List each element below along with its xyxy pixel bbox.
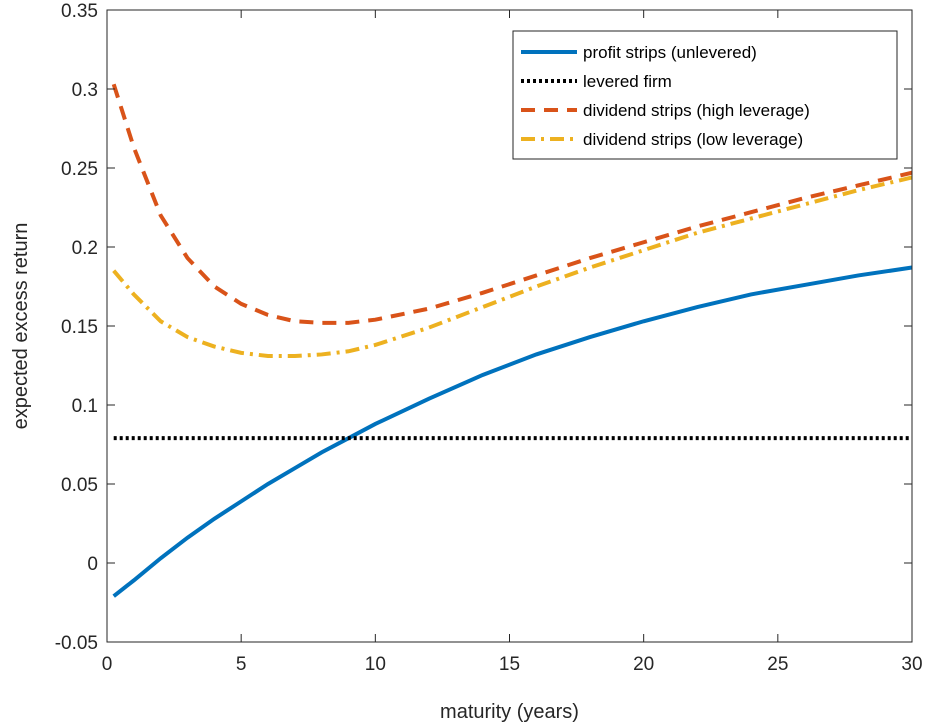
axis-ticks bbox=[106, 9, 913, 643]
x-tick-label: 25 bbox=[767, 654, 788, 675]
y-tick-label: 0.2 bbox=[72, 238, 98, 259]
series-line-1 bbox=[112, 265, 913, 598]
y-tick-label: 0 bbox=[87, 554, 98, 575]
y-tick-label: 0.15 bbox=[61, 317, 98, 338]
y-tick-label: 0.1 bbox=[72, 396, 98, 417]
y-tick-label: 0.3 bbox=[72, 80, 98, 101]
y-axis-label: expected excess return bbox=[10, 223, 32, 430]
y-tick-label: 0.05 bbox=[61, 475, 98, 496]
legend-label: dividend strips (low leverage) bbox=[583, 130, 803, 149]
legend-label: dividend strips (high leverage) bbox=[583, 101, 810, 120]
legend: profit strips (unlevered) levered firm div… bbox=[512, 30, 898, 160]
series-line-3 bbox=[111, 83, 913, 325]
y-tick-label: 0.35 bbox=[61, 1, 98, 22]
y-tick-label: 0.25 bbox=[61, 159, 98, 180]
legend-label: levered firm bbox=[583, 72, 672, 91]
x-tick-label: 10 bbox=[365, 654, 386, 675]
series-line-4 bbox=[112, 175, 913, 359]
x-tick-label: 5 bbox=[236, 654, 247, 675]
x-tick-label: 0 bbox=[102, 654, 113, 675]
x-tick-label: 30 bbox=[901, 654, 922, 675]
x-tick-label: 20 bbox=[633, 654, 654, 675]
tick-labels: 0 5 10 15 20 25 30-0.0500.050.10.150.20.250.30… bbox=[55, 1, 923, 675]
plot-lines bbox=[111, 83, 913, 598]
y-tick-label: -0.05 bbox=[55, 633, 98, 654]
legend-label: profit strips (unlevered) bbox=[583, 43, 757, 62]
x-tick-label: 15 bbox=[499, 654, 520, 675]
x-axis-label: maturity (years) bbox=[440, 701, 579, 723]
